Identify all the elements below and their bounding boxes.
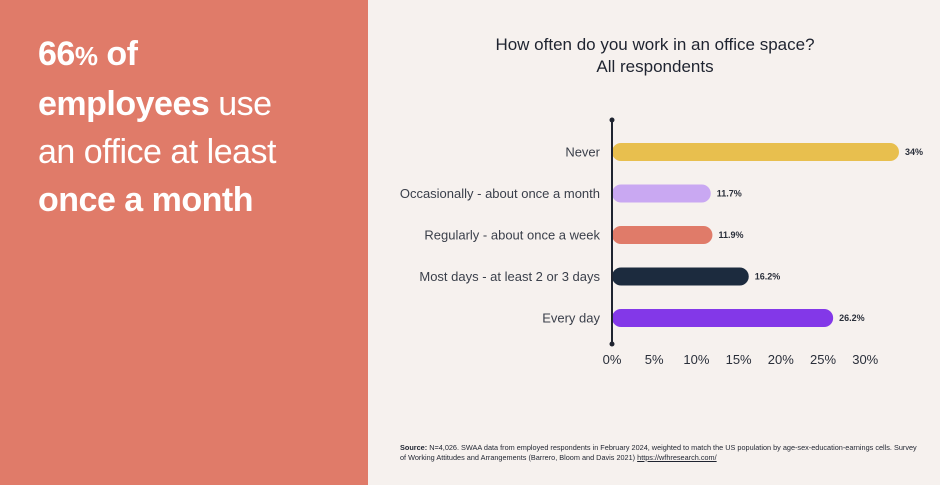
headline: 66% of employees use an office at least … <box>38 30 358 224</box>
chart-title-block: How often do you work in an office space… <box>400 34 910 78</box>
axis-dot-top <box>609 117 615 123</box>
headline-use: use <box>209 85 272 123</box>
bar-1 <box>612 184 711 203</box>
axis-dot-bottom <box>609 341 615 347</box>
headline-stat-number: 66 <box>38 35 75 73</box>
headline-stat-rest: of <box>97 35 138 73</box>
headline-stat-unit: % <box>74 41 98 71</box>
x-tick-label-3: 15% <box>726 352 752 367</box>
category-label-0: Never <box>565 145 600 160</box>
headline-line-2: employees use <box>38 80 358 128</box>
headline-line-1: 66% of <box>38 30 358 80</box>
headline-panel: 66% of employees use an office at least … <box>0 0 368 485</box>
x-tick-label-0: 0% <box>603 352 622 367</box>
category-label-4: Every day <box>542 311 600 326</box>
headline-line-4: once a month <box>38 181 254 219</box>
source-text: N=4,026. SWAA data from employed respond… <box>400 443 917 462</box>
headline-line-3: an office at least <box>38 133 276 171</box>
x-tick-label-2: 10% <box>683 352 709 367</box>
value-label-4: 26.2% <box>839 313 865 323</box>
x-tick-label-1: 5% <box>645 352 664 367</box>
category-label-3: Most days - at least 2 or 3 days <box>419 269 600 284</box>
bar-0 <box>612 143 899 161</box>
source-title: Source: <box>400 443 428 452</box>
x-tick-label-5: 25% <box>810 352 836 367</box>
value-label-3: 16.2% <box>755 272 781 282</box>
bar-2 <box>612 226 713 244</box>
value-label-2: 11.9% <box>718 230 743 240</box>
chart-title: How often do you work in an office space… <box>495 35 815 54</box>
source-note: Source: N=4,026. SWAA data from employed… <box>400 443 920 462</box>
bar-4 <box>612 309 834 327</box>
x-tick-label-6: 30% <box>852 352 878 367</box>
value-label-0: 34% <box>905 147 923 157</box>
x-tick-label-4: 20% <box>768 352 794 367</box>
category-label-1: Occasionally - about once a month <box>400 186 600 201</box>
source-link[interactable]: https://wfhresearch.com/ <box>637 452 717 462</box>
headline-employees: employees <box>38 85 210 123</box>
chart-subtitle: All respondents <box>596 57 714 76</box>
category-label-2: Regularly - about once a week <box>424 228 600 243</box>
value-label-1: 11.7% <box>717 189 742 199</box>
bar-chart: Never 34% Occasionally - about once a mont… <box>400 117 923 367</box>
bar-3 <box>612 267 749 286</box>
